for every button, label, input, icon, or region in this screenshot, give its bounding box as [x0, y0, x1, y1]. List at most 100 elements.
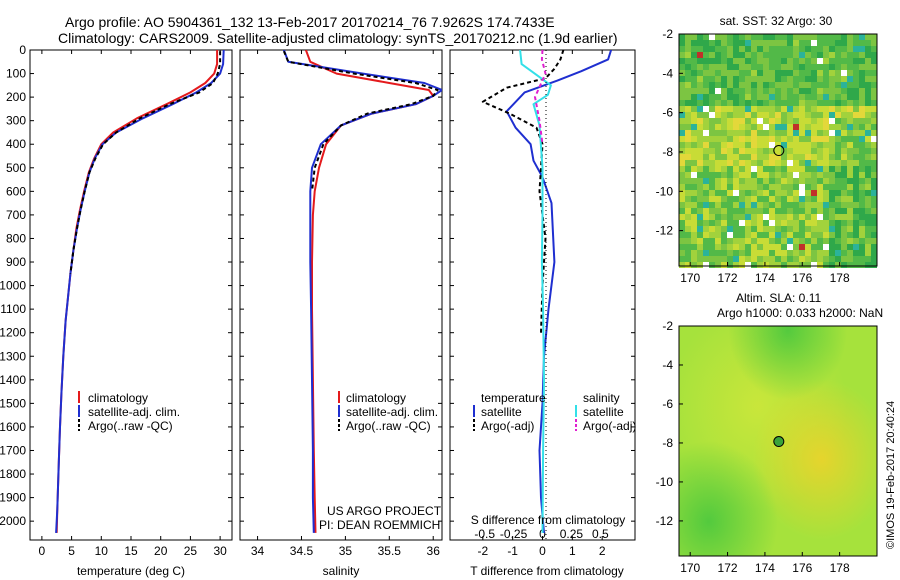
sst-map-cell — [757, 202, 763, 208]
map-y-tick-label: -2 — [662, 319, 673, 333]
sst-map-cell — [805, 178, 811, 184]
sst-map-cell — [739, 166, 745, 172]
sst-map-cell — [685, 106, 691, 112]
sst-map-cell — [781, 238, 787, 244]
sst-map-cell — [769, 226, 775, 232]
sst-map-cell — [871, 166, 877, 172]
sst-map-cell — [769, 160, 775, 166]
sst-map-cell — [697, 262, 703, 268]
sst-map-cell — [811, 232, 817, 238]
legend-label-temp-satellite: satellite — [481, 405, 522, 419]
sst-map-cell — [787, 34, 793, 40]
y-tick-label: 1300 — [0, 349, 26, 363]
legend-label-temp-argo: Argo(-adj) — [481, 419, 534, 433]
sst-map-cell — [757, 136, 763, 142]
sst-map-cell — [727, 112, 733, 118]
sst-map-cell — [745, 52, 751, 58]
sst-map-cell — [715, 154, 721, 160]
sst-map-cell — [679, 106, 685, 112]
sst-map-cell — [853, 94, 859, 100]
sst-map-cell — [859, 166, 865, 172]
sst-map-cell — [829, 94, 835, 100]
sst-map-cell — [739, 142, 745, 148]
sst-map-cell — [697, 82, 703, 88]
sst-map-cell — [727, 130, 733, 136]
sst-map-cell — [775, 190, 781, 196]
sst-map-cell — [793, 178, 799, 184]
sst-map-cell — [781, 154, 787, 160]
sst-map-cell — [679, 202, 685, 208]
sst-map-cell — [733, 178, 739, 184]
sst-map-cell — [703, 70, 709, 76]
sst-map-cell — [865, 250, 871, 256]
sst-map-cell — [691, 106, 697, 112]
sst-map-cell — [685, 178, 691, 184]
sst-map-cell — [691, 142, 697, 148]
sst-map-cell — [805, 106, 811, 112]
sst-map-cell — [859, 52, 865, 58]
y-tick-label: 700 — [6, 208, 26, 222]
sst-map-cell — [817, 118, 823, 124]
sst-map-cell — [697, 166, 703, 172]
sst-map-cell — [745, 214, 751, 220]
sst-map-cell — [739, 52, 745, 58]
sst-map-cell — [685, 100, 691, 106]
sst-map-cell — [697, 184, 703, 190]
sst-map-cell — [739, 262, 745, 268]
sst-map-cell — [805, 208, 811, 214]
sst-map-cell — [739, 172, 745, 178]
y-tick-label: 1600 — [0, 420, 26, 434]
sst-map-cell — [793, 208, 799, 214]
sst-map-cell — [817, 40, 823, 46]
sst-map-cell — [685, 220, 691, 226]
sst-map-cell — [745, 184, 751, 190]
sst-map-cell — [727, 124, 733, 130]
sst-map-cell — [787, 40, 793, 46]
sst-map-cell — [811, 118, 817, 124]
sst-map-cell — [859, 184, 865, 190]
sst-map-cell — [829, 34, 835, 40]
sst-map-cell — [709, 40, 715, 46]
sst-map-cell — [721, 244, 727, 250]
map-x-tick-label: 176 — [792, 271, 812, 285]
sst-map-cell — [817, 130, 823, 136]
sst-map-cell — [721, 58, 727, 64]
sst-map-cell — [823, 262, 829, 268]
sst-map-cell — [835, 238, 841, 244]
sst-map-cell — [847, 244, 853, 250]
sst-map-cell — [715, 202, 721, 208]
x-tick-label: 5 — [68, 544, 75, 558]
sst-map-cell — [799, 154, 805, 160]
sst-map-cell — [829, 112, 835, 118]
sst-map-cell — [853, 256, 859, 262]
sst-map-cell — [751, 262, 757, 268]
sst-map-cell — [787, 172, 793, 178]
sst-map-cell — [823, 142, 829, 148]
sst-map-cell — [709, 118, 715, 124]
sst-map-cell — [841, 196, 847, 202]
sst-map-cell — [721, 64, 727, 70]
sst-map-cell — [871, 148, 877, 154]
map-y-tick-label: -4 — [662, 358, 673, 372]
sst-map-cell — [865, 160, 871, 166]
sst-map-cell — [793, 76, 799, 82]
sst-map-cell — [685, 34, 691, 40]
sst-map-cell — [805, 190, 811, 196]
sst-map-cell — [721, 52, 727, 58]
sst-map-cell — [853, 40, 859, 46]
sst-map-cell — [793, 154, 799, 160]
sst-map-cell — [763, 136, 769, 142]
sst-map-cell — [709, 76, 715, 82]
sst-map-cell — [763, 160, 769, 166]
sst-map-cell — [829, 76, 835, 82]
sst-map-cell — [823, 82, 829, 88]
y-tick-label: 300 — [6, 114, 26, 128]
sst-map-cell — [685, 172, 691, 178]
sst-map-cell — [697, 94, 703, 100]
sst-map-cell — [703, 46, 709, 52]
sst-map-cell — [805, 262, 811, 268]
x-tick-label: 35.5 — [378, 544, 402, 558]
sst-map-cell — [739, 226, 745, 232]
sst-map-cell — [757, 70, 763, 76]
sst-map-cell — [865, 34, 871, 40]
